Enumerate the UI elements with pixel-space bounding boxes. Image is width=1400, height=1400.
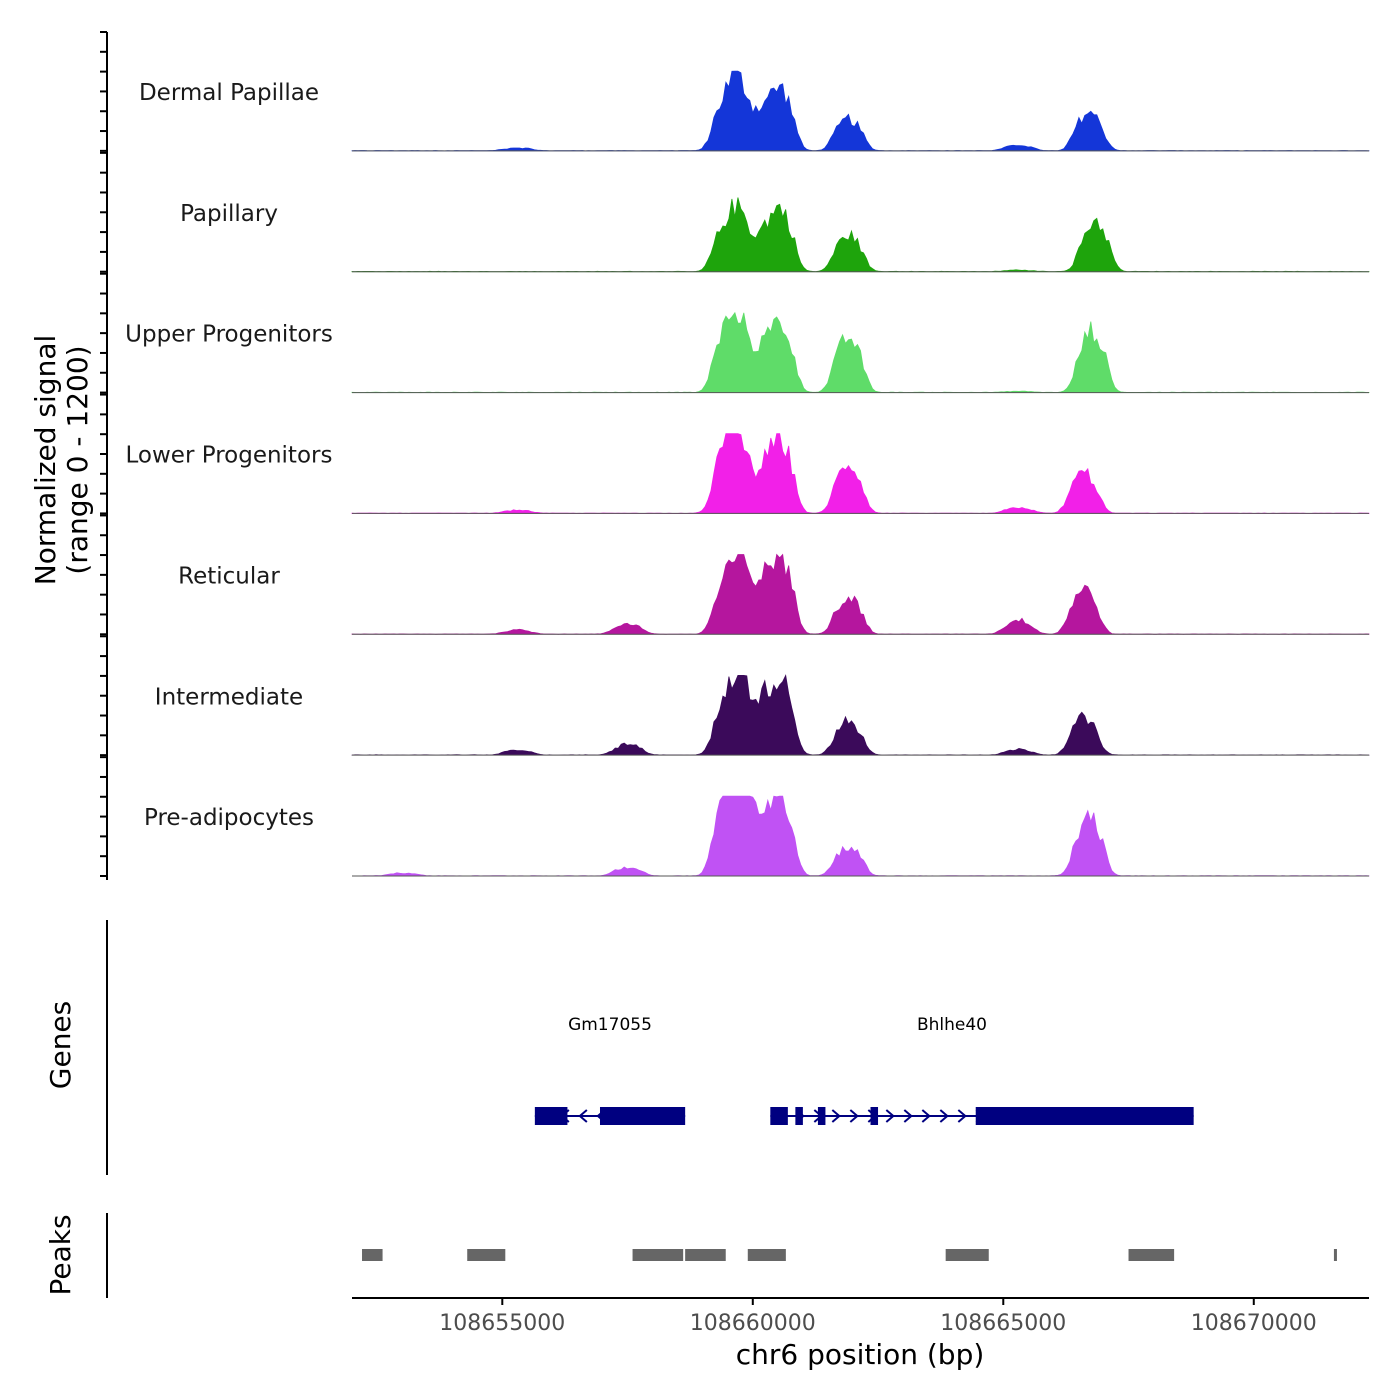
gene-name-label: Bhlhe40 [917,1015,987,1035]
gene-gm17055: Gm17055 [534,1015,686,1125]
gene-exon [534,1107,568,1125]
x-axis-ticks: 108655000 108660000 108665000 108670000 [439,1298,1317,1336]
strand-chevron [849,1109,859,1123]
strand-chevron [939,1109,949,1123]
strand-chevron [957,1109,967,1123]
peak-region [632,1249,684,1261]
strand-chevron [885,1109,895,1123]
x-tick-label: 108655000 [439,1311,565,1336]
track-papillary: Papillary [180,197,1370,273]
gene-exon [599,1107,686,1125]
x-axis-title: chr6 position (bp) [736,1338,985,1371]
signal-y-axis-ticks [100,31,107,877]
peak-region [467,1249,506,1261]
y-axis-title-line2: (range 0 - 1200) [61,345,94,574]
peak-region [1128,1249,1175,1261]
gene-name-label: Gm17055 [568,1015,652,1035]
signal-area [351,795,1370,877]
gene-exon [870,1107,879,1125]
signal-area [351,311,1370,394]
x-tick-label: 108660000 [690,1311,816,1336]
track-upper-progenitors: Upper Progenitors [125,311,1370,394]
track-label: Reticular [178,563,280,589]
strand-chevron [921,1109,931,1123]
signal-area [351,674,1370,756]
peak-region [747,1249,786,1261]
signal-area [351,70,1370,152]
strand-chevron [903,1109,913,1123]
track-label: Papillary [180,201,278,227]
strand-chevron [578,1109,588,1123]
track-lower-progenitors: Lower Progenitors [126,433,1370,514]
track-intermediate: Intermediate [155,674,1370,756]
y-axis-title-line1: Normalized signal [29,335,62,586]
peak-region [945,1249,989,1261]
track-label: Dermal Papillae [139,80,319,106]
gene-exon [817,1107,826,1125]
gene-exon [770,1107,788,1125]
track-pre-adipocytes: Pre-adipocytes [144,795,1370,877]
peak-region [685,1249,726,1261]
genes-panel-label: Genes [44,1001,77,1089]
x-tick-label: 108665000 [940,1311,1066,1336]
x-tick-label: 108670000 [1191,1311,1317,1336]
track-reticular: Reticular [178,553,1370,635]
track-label: Lower Progenitors [126,443,333,469]
track-label: Intermediate [155,684,303,710]
track-label: Upper Progenitors [125,322,333,348]
track-label: Pre-adipocytes [144,805,314,831]
strand-chevron [831,1109,841,1123]
peak-region [362,1249,383,1261]
peaks-panel-label: Peaks [44,1214,77,1295]
track-dermal-papillae: Dermal Papillae [139,70,1370,152]
signal-area [351,433,1370,514]
signal-area [351,197,1370,273]
peak-regions [362,1249,1337,1261]
gene-exon [795,1107,803,1125]
gene-bhlhe40: Bhlhe40 [770,1015,1194,1125]
peak-region [1333,1249,1337,1261]
signal-area [351,553,1370,635]
gene-exon [975,1107,1194,1125]
gene-annotations: Gm17055 Bhlhe40 [534,1015,1194,1125]
signal-tracks: Dermal Papillae Papillary Upper Progenitor… [125,70,1370,877]
